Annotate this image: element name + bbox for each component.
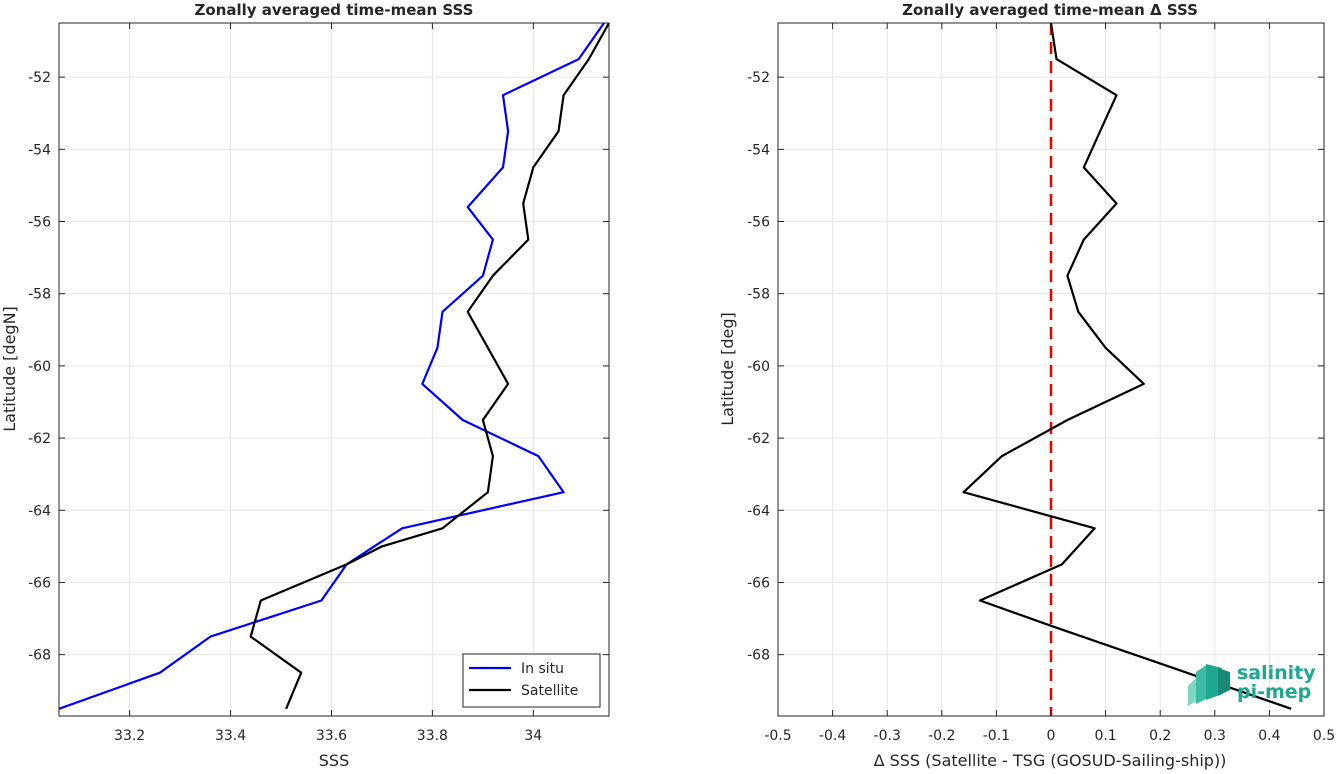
- x-tick-label: 0: [1047, 728, 1056, 744]
- x-tick-label: 0.3: [1204, 728, 1226, 744]
- sss-profile-chart: 33.2 33.4 33.6 33.8 34 -68 -66 -64 -62 -60 -58 -56 -…: [0, 1, 610, 770]
- axis-ticks: -0.5 -0.4 -0.3 -0.2 -0.1 0 0.1 0.2 0.3 0.4 0.5 -68 -…: [747, 23, 1335, 744]
- x-tick-label: -0.1: [983, 728, 1010, 744]
- x-tick-label: 0.1: [1094, 728, 1116, 744]
- plot-frame: [58, 22, 610, 717]
- legend: In situ Satellite: [462, 653, 601, 708]
- x-tick-label: -0.4: [819, 728, 846, 744]
- y-tick-label: -56: [28, 215, 51, 231]
- legend-label-satellite: Satellite: [521, 683, 578, 699]
- axis-ticks: 33.2 33.4 33.6 33.8 34 -68 -66 -64 -62 -60 -58 -56 -…: [28, 23, 609, 744]
- logo-wave-icon: [1188, 664, 1230, 706]
- x-tick-label: 0.2: [1149, 728, 1171, 744]
- y-tick-label: -58: [747, 287, 770, 303]
- y-axis-label: Latitude [deg]: [718, 312, 737, 426]
- y-tick-label: -64: [747, 503, 770, 519]
- y-tick-label: -54: [28, 142, 51, 158]
- logo-line2: pi-mep: [1237, 681, 1311, 703]
- grid: [59, 23, 609, 716]
- y-tick-label: -60: [747, 359, 770, 375]
- series-line-delta-sss: [962, 22, 1292, 710]
- x-tick-label: -0.5: [764, 728, 791, 744]
- x-tick-label: 33.4: [215, 728, 246, 744]
- y-tick-label: -62: [747, 431, 770, 447]
- y-tick-label: -52: [28, 70, 51, 86]
- x-tick-label: 34: [524, 728, 542, 744]
- series-line-satellite: [249, 22, 610, 710]
- data-lines: [962, 22, 1292, 716]
- series-line-in-situ: [58, 22, 605, 710]
- x-tick-label: -0.2: [928, 728, 955, 744]
- y-tick-label: -68: [28, 648, 51, 664]
- x-axis-label: Δ SSS (Satellite - TSG (GOSUD-Sailing-sh…: [874, 751, 1227, 770]
- y-tick-label: -66: [28, 575, 51, 591]
- x-tick-label: 33.2: [114, 728, 145, 744]
- plot-area: [59, 23, 609, 716]
- x-axis-label: SSS: [319, 751, 349, 770]
- y-tick-label: -66: [747, 575, 770, 591]
- x-tick-label: -0.3: [874, 728, 901, 744]
- y-axis-label: Latitude [degN]: [0, 306, 19, 432]
- y-tick-label: -56: [747, 215, 770, 231]
- y-tick-label: -68: [747, 648, 770, 664]
- chart-title: Zonally averaged time-mean SSS: [195, 1, 474, 19]
- y-tick-label: -54: [747, 142, 770, 158]
- x-tick-label: 33.6: [316, 728, 347, 744]
- y-tick-label: -64: [28, 503, 51, 519]
- delta-sss-profile-chart: -0.5 -0.4 -0.3 -0.2 -0.1 0 0.1 0.2 0.3 0.4 0.5 -68 -…: [718, 1, 1335, 770]
- y-tick-label: -52: [747, 70, 770, 86]
- x-tick-label: 0.4: [1258, 728, 1280, 744]
- legend-box: [462, 653, 601, 708]
- chart-title: Zonally averaged time-mean Δ SSS: [902, 1, 1198, 19]
- y-tick-label: -60: [28, 359, 51, 375]
- logo-line1: salinity: [1237, 662, 1316, 684]
- y-tick-label: -62: [28, 431, 51, 447]
- x-tick-label: 0.5: [1313, 728, 1335, 744]
- legend-label-in-situ: In situ: [521, 661, 564, 677]
- data-lines: [58, 22, 610, 710]
- x-tick-label: 33.8: [417, 728, 448, 744]
- y-tick-label: -58: [28, 287, 51, 303]
- salinity-pi-mep-logo: salinity pi-mep: [1188, 662, 1316, 706]
